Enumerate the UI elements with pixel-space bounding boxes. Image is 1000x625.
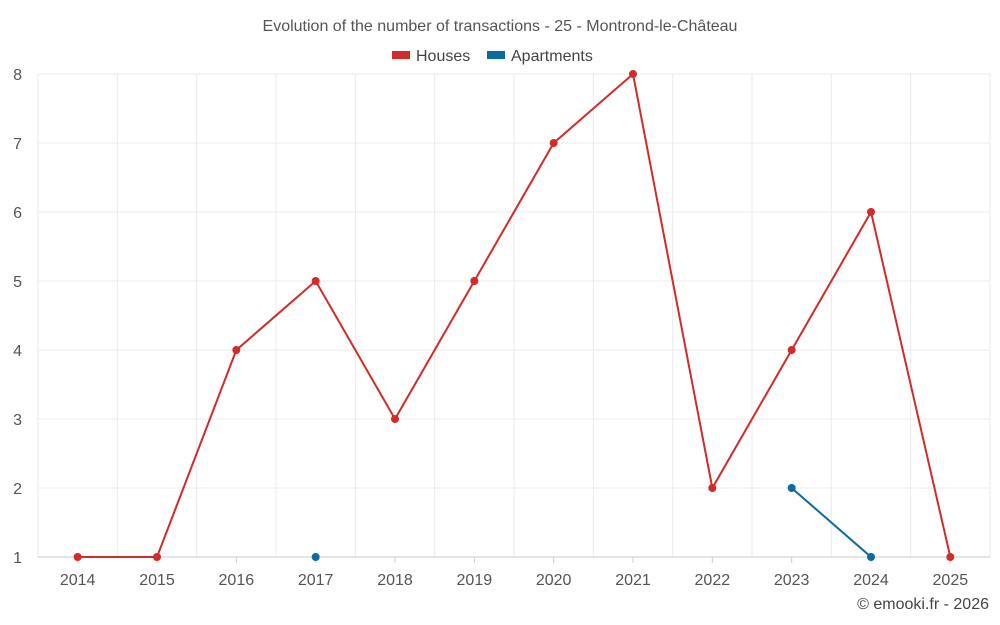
data-point-houses-2021[interactable] — [629, 70, 637, 78]
data-point-houses-2016[interactable] — [232, 346, 241, 354]
data-point-houses-2018[interactable] — [391, 415, 399, 423]
gridlines — [37, 73, 991, 557]
series-line-houses — [77, 72, 952, 558]
data-point-apartments-2023[interactable] — [787, 484, 796, 492]
x-tick-label: 2018 — [377, 572, 413, 589]
data-point-houses-2014[interactable] — [73, 553, 82, 561]
series-layer — [73, 70, 955, 561]
data-point-apartments-2017[interactable] — [311, 553, 320, 561]
legend-label-apartments[interactable]: Apartments — [511, 48, 593, 65]
y-tick-label: 6 — [13, 205, 22, 222]
data-point-houses-2015[interactable] — [153, 553, 161, 561]
x-tick-label: 2019 — [457, 572, 493, 589]
legend[interactable]: Houses Apartments — [392, 48, 593, 65]
y-tick-label: 1 — [13, 550, 22, 567]
x-tick-label: 2015 — [139, 572, 175, 589]
y-tick-label: 8 — [13, 67, 22, 84]
x-tick-label: 2017 — [298, 572, 334, 589]
data-point-houses-2017[interactable] — [311, 277, 320, 285]
data-point-houses-2022[interactable] — [708, 484, 717, 492]
axes: 1 2 3 4 5 6 7 8 2014 2015 2016 2017 2018 2019 2020 2021… — [13, 67, 990, 589]
x-tick-label: 2020 — [536, 572, 572, 589]
data-point-apartments-2024[interactable] — [867, 553, 875, 561]
legend-swatch-houses[interactable] — [392, 51, 410, 59]
x-tick-label: 2023 — [774, 572, 810, 589]
x-tick-label: 2025 — [933, 572, 969, 589]
chart-title: Evolution of the number of transactions … — [263, 18, 738, 35]
x-tick-label: 2022 — [695, 572, 731, 589]
x-tick-label: 2016 — [219, 572, 255, 589]
legend-swatch-apartments[interactable] — [487, 51, 505, 59]
y-tick-label: 3 — [13, 412, 22, 429]
data-point-houses-2023[interactable] — [787, 346, 796, 354]
y-tick-label: 4 — [13, 343, 22, 360]
series-line-apartments — [791, 487, 872, 558]
data-point-houses-2019[interactable] — [470, 277, 479, 285]
data-point-houses-2025[interactable] — [946, 553, 955, 561]
y-tick-label: 7 — [13, 136, 22, 153]
credit-text: © emooki.fr - 2026 — [857, 596, 989, 613]
data-point-houses-2024[interactable] — [867, 208, 875, 216]
y-tick-label: 5 — [13, 274, 22, 291]
x-tick-label: 2014 — [60, 572, 96, 589]
x-tick-label: 2024 — [853, 572, 889, 589]
legend-label-houses[interactable]: Houses — [416, 48, 470, 65]
x-tick-label: 2021 — [615, 572, 651, 589]
y-tick-label: 2 — [13, 481, 22, 498]
data-point-houses-2020[interactable] — [549, 139, 558, 147]
